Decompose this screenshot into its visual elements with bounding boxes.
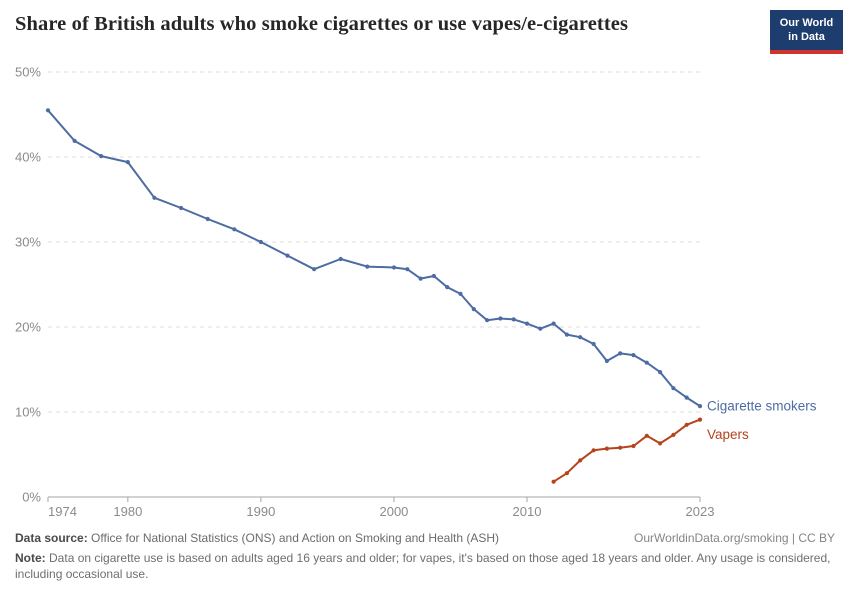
data-point-cigarette-smokers[interactable] — [684, 395, 689, 400]
data-point-cigarette-smokers[interactable] — [125, 160, 130, 165]
data-point-cigarette-smokers[interactable] — [312, 267, 317, 272]
data-point-cigarette-smokers[interactable] — [445, 285, 450, 290]
owid-logo-line2: in Data — [788, 31, 825, 44]
data-source: Data source: Office for National Statist… — [15, 531, 499, 547]
data-point-cigarette-smokers[interactable] — [431, 273, 436, 279]
data-point-cigarette-smokers[interactable] — [671, 386, 676, 391]
attribution-link[interactable]: OurWorldinData.org/smoking | CC BY — [634, 531, 835, 545]
y-tick-label: 40% — [15, 150, 41, 165]
data-point-cigarette-smokers[interactable] — [511, 317, 516, 322]
data-point-vapers[interactable] — [697, 417, 703, 422]
data-point-cigarette-smokers[interactable] — [99, 154, 104, 159]
x-tick-label: 2000 — [379, 504, 408, 519]
series-line-cigarette-smokers[interactable] — [47, 109, 701, 408]
data-point-cigarette-smokers[interactable] — [285, 253, 290, 258]
data-point-vapers[interactable] — [604, 446, 610, 451]
data-point-cigarette-smokers[interactable] — [618, 351, 623, 356]
data-point-vapers[interactable] — [578, 458, 583, 463]
data-point-cigarette-smokers[interactable] — [564, 332, 570, 337]
data-point-cigarette-smokers[interactable] — [578, 335, 583, 340]
data-point-cigarette-smokers[interactable] — [604, 358, 610, 364]
data-point-cigarette-smokers[interactable] — [258, 239, 263, 245]
y-tick-label: 30% — [15, 235, 41, 250]
data-point-cigarette-smokers[interactable] — [418, 276, 423, 281]
data-point-cigarette-smokers[interactable] — [72, 138, 77, 143]
series-label-vapers[interactable]: Vapers — [707, 427, 749, 442]
data-point-cigarette-smokers[interactable] — [45, 108, 51, 113]
owid-logo-line1: Our World — [779, 17, 834, 29]
data-point-vapers[interactable] — [658, 441, 663, 446]
data-point-cigarette-smokers[interactable] — [697, 404, 703, 409]
data-point-cigarette-smokers[interactable] — [631, 353, 636, 358]
x-tick-label: 1974 — [48, 504, 77, 519]
data-point-cigarette-smokers[interactable] — [644, 360, 649, 365]
data-source-text: Office for National Statistics (ONS) and… — [91, 531, 500, 545]
data-point-cigarette-smokers[interactable] — [538, 326, 543, 331]
data-point-vapers[interactable] — [644, 433, 649, 438]
owid-logo[interactable]: Our World in Data — [770, 10, 843, 54]
data-point-vapers[interactable] — [631, 443, 636, 449]
data-point-cigarette-smokers[interactable] — [498, 316, 503, 321]
series-label-cigarette-smokers[interactable]: Cigarette smokers — [707, 399, 817, 414]
data-point-vapers[interactable] — [618, 445, 623, 450]
chart-note: Note: Data on cigarette use is based on … — [15, 551, 835, 583]
data-point-vapers[interactable] — [591, 448, 596, 453]
data-point-vapers[interactable] — [564, 471, 570, 476]
data-source-label: Data source: — [15, 531, 88, 545]
data-point-vapers[interactable] — [684, 422, 689, 427]
x-tick-label: 2010 — [513, 504, 542, 519]
data-point-vapers[interactable] — [671, 432, 676, 437]
series-line-vapers[interactable] — [552, 418, 701, 483]
data-point-cigarette-smokers[interactable] — [405, 267, 410, 272]
data-point-cigarette-smokers[interactable] — [232, 227, 237, 232]
x-tick-label: 1980 — [113, 504, 142, 519]
page-title: Share of British adults who smoke cigare… — [15, 13, 629, 35]
data-point-cigarette-smokers[interactable] — [179, 205, 184, 211]
x-tick-label: 2023 — [686, 504, 715, 519]
data-point-cigarette-smokers[interactable] — [551, 321, 556, 326]
data-point-cigarette-smokers[interactable] — [205, 216, 210, 222]
data-point-cigarette-smokers[interactable] — [591, 341, 596, 347]
data-point-vapers[interactable] — [551, 479, 556, 484]
chart-footer: Data source: Office for National Statist… — [15, 531, 835, 582]
chart-note-label: Note: — [15, 550, 46, 565]
data-point-cigarette-smokers[interactable] — [365, 264, 370, 269]
data-point-cigarette-smokers[interactable] — [471, 307, 476, 312]
data-point-cigarette-smokers[interactable] — [524, 321, 530, 326]
y-tick-label: 0% — [22, 490, 41, 505]
data-point-cigarette-smokers[interactable] — [485, 318, 490, 323]
data-point-cigarette-smokers[interactable] — [152, 195, 157, 200]
y-tick-label: 10% — [15, 405, 41, 420]
x-tick-label: 1990 — [246, 504, 275, 519]
y-tick-label: 20% — [15, 320, 41, 335]
data-point-cigarette-smokers[interactable] — [391, 265, 397, 270]
data-point-cigarette-smokers[interactable] — [458, 291, 463, 296]
data-point-cigarette-smokers[interactable] — [658, 370, 663, 375]
data-point-cigarette-smokers[interactable] — [338, 256, 343, 262]
y-tick-label: 50% — [15, 65, 41, 80]
chart-note-text: Data on cigarette use is based on adults… — [15, 550, 831, 581]
